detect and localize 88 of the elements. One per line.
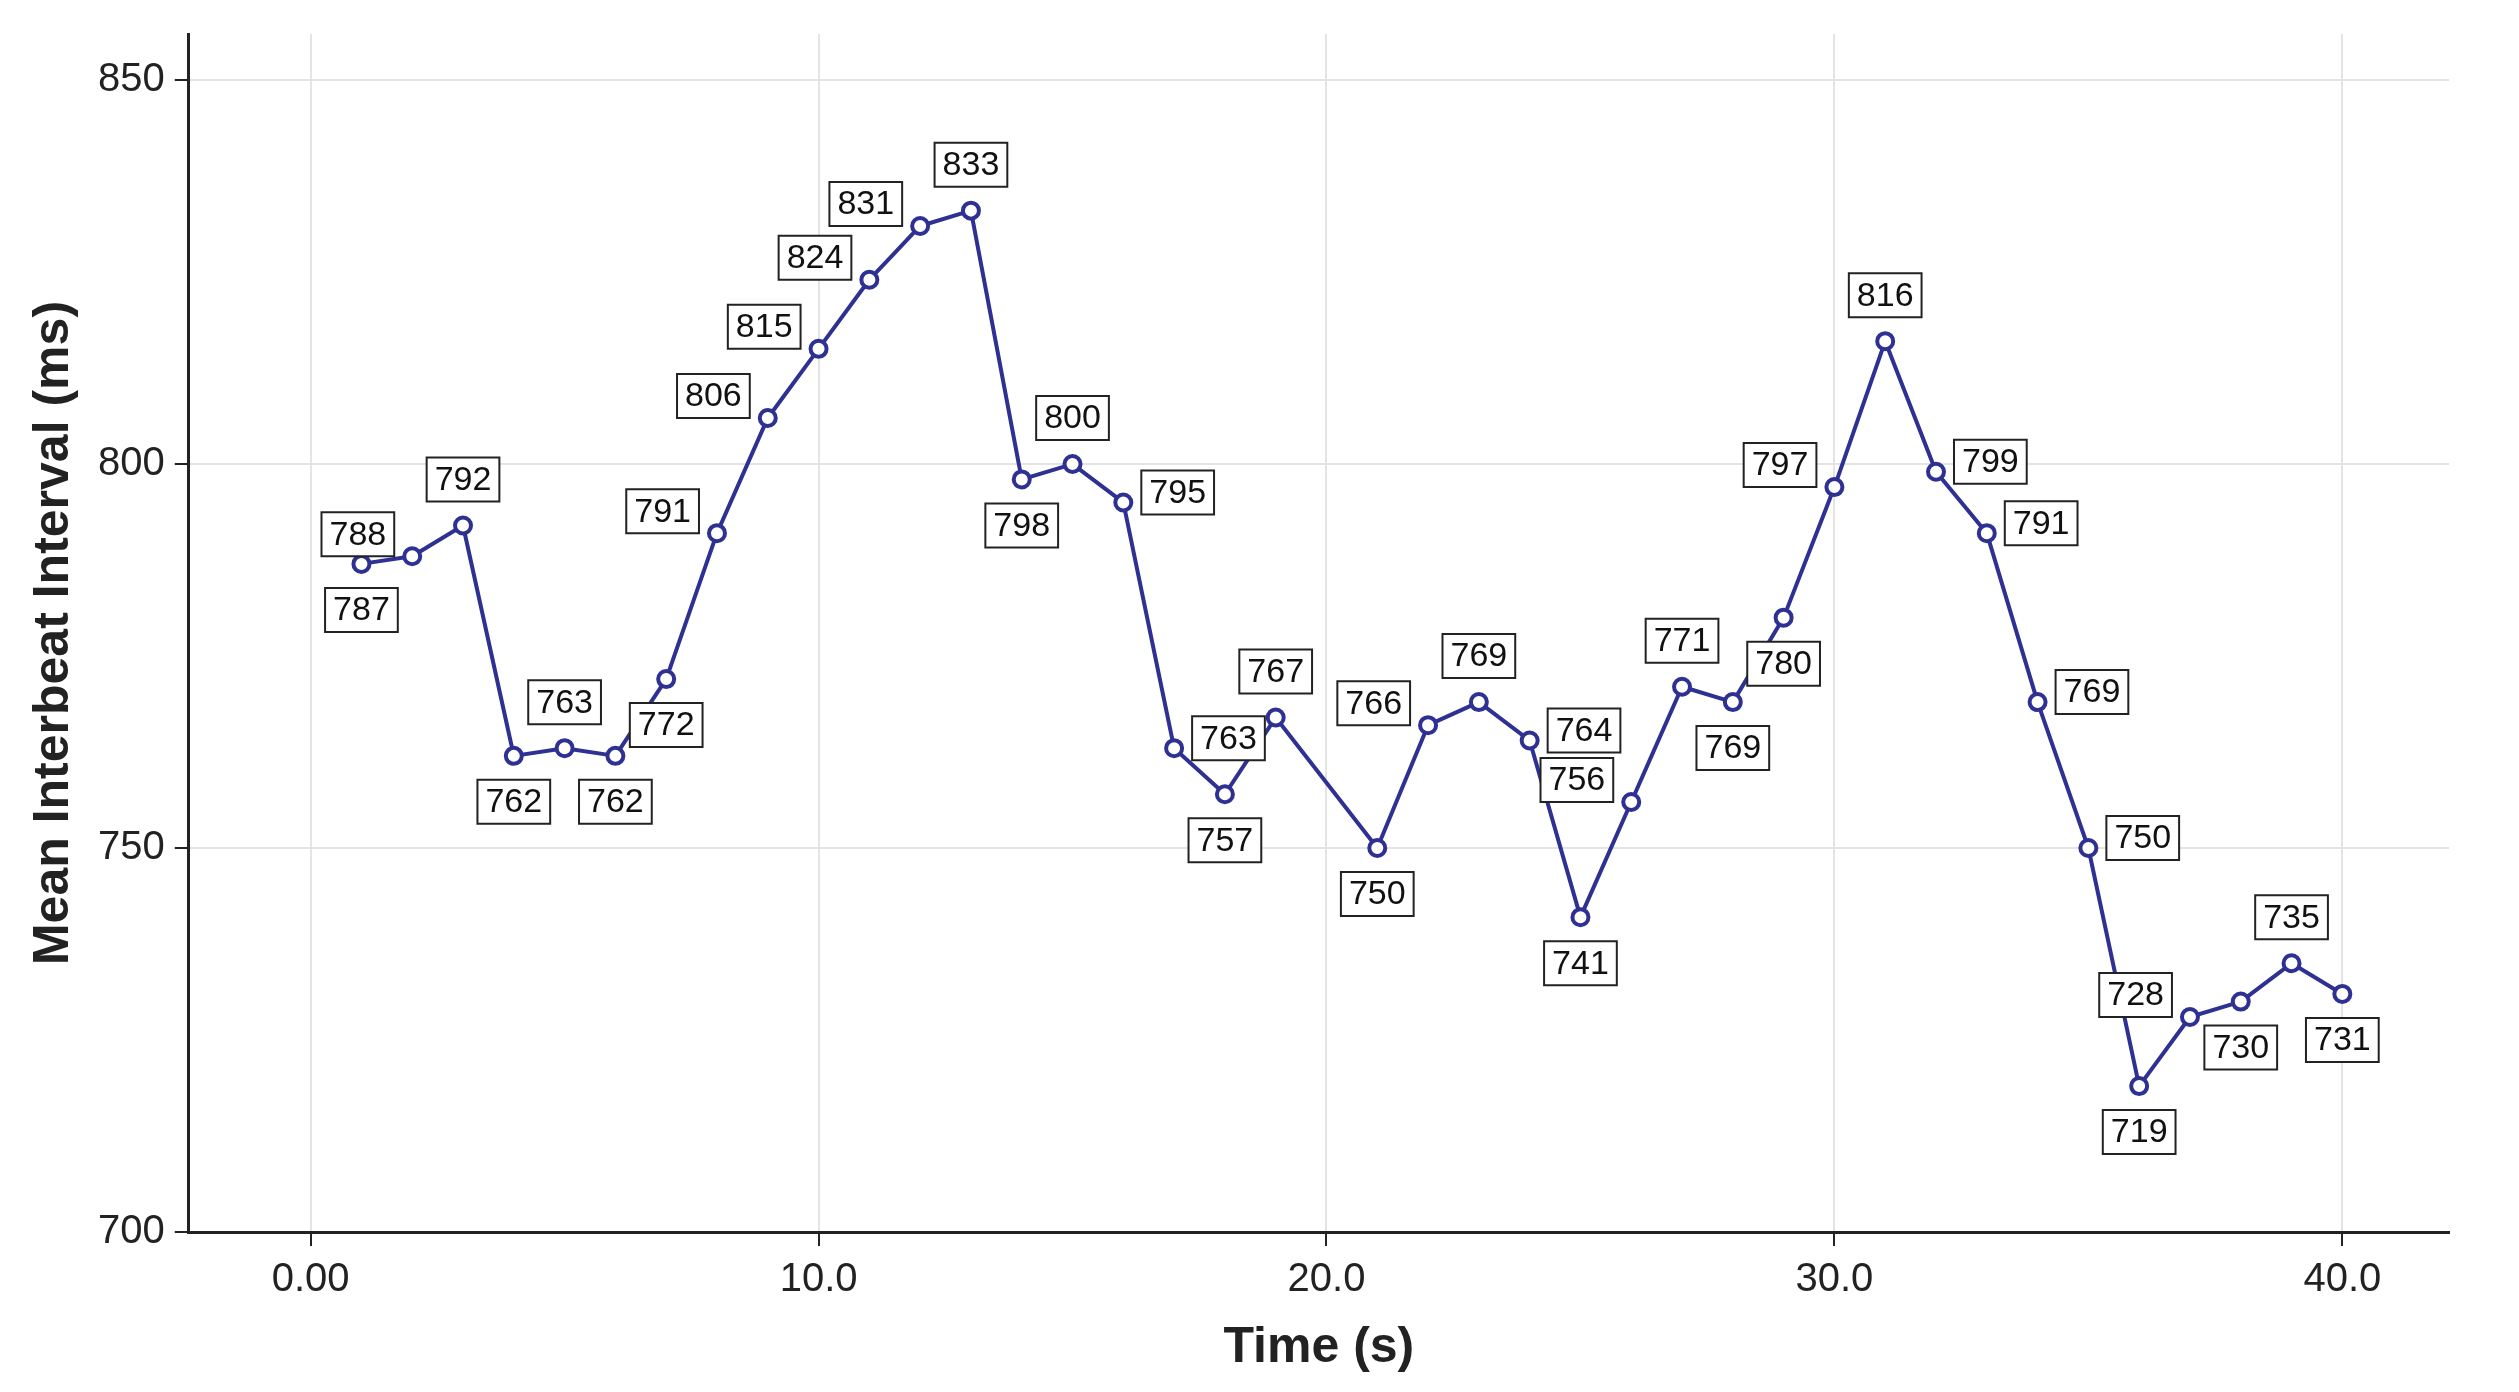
data-label: 792	[434, 458, 492, 497]
point	[1113, 492, 1134, 513]
x-tick-label: 30.0	[1795, 1255, 1874, 1300]
data-label: 764	[1555, 709, 1613, 748]
x-axis-title: Time (s)	[1223, 1316, 1415, 1373]
data-label: 763	[536, 681, 593, 720]
point	[1824, 477, 1845, 498]
point	[706, 523, 727, 544]
y-tick-label: 800	[97, 439, 165, 484]
data-label: 816	[1856, 274, 1914, 313]
point	[1519, 730, 1540, 751]
data-label: 762	[587, 781, 644, 820]
data-label: 762	[485, 781, 543, 820]
data-label: 831	[837, 183, 895, 222]
data-label: 731	[2313, 1019, 2371, 1058]
point	[2230, 991, 2251, 1012]
point	[1265, 707, 1286, 728]
point	[1976, 523, 1997, 544]
point	[1164, 738, 1185, 759]
data-label: 787	[333, 589, 390, 628]
point	[1722, 692, 1743, 713]
data-label: 728	[2107, 974, 2164, 1013]
data-label: 771	[1653, 620, 1711, 659]
point	[910, 215, 931, 236]
data-label: 735	[2263, 896, 2320, 935]
x-tick-label: 40.0	[2303, 1255, 2382, 1300]
point	[402, 546, 423, 567]
point	[1468, 692, 1489, 713]
data-label: 799	[1961, 441, 2019, 480]
point	[554, 738, 575, 759]
data-label: 769	[1704, 727, 1762, 766]
point	[605, 745, 626, 766]
data-label: 741	[1552, 942, 1609, 981]
data-label: 780	[1755, 643, 1812, 682]
data-label: 815	[735, 306, 793, 345]
point	[1926, 461, 1946, 482]
data-label: 750	[1348, 873, 1406, 912]
point	[656, 669, 677, 690]
data-label: 791	[2012, 502, 2070, 541]
point	[1062, 454, 1083, 475]
point	[960, 200, 981, 221]
data-label: 806	[685, 375, 742, 414]
point	[1418, 715, 1439, 736]
data-label: 757	[1196, 819, 1254, 858]
point	[2332, 983, 2353, 1004]
point	[2281, 953, 2302, 974]
data-label: 719	[2110, 1111, 2168, 1150]
data-label: 824	[786, 237, 844, 276]
data-label: 769	[1450, 635, 1508, 674]
point	[2027, 692, 2048, 713]
data-label: 766	[1345, 682, 1403, 721]
data-label: 798	[993, 504, 1051, 543]
point	[453, 515, 474, 536]
point	[1011, 469, 1032, 490]
data-label: 797	[1751, 444, 1809, 483]
data-label: 730	[2212, 1026, 2270, 1065]
point	[2179, 1006, 2200, 1027]
data-label: 795	[1149, 471, 1207, 510]
data-label: 767	[1247, 650, 1305, 689]
point	[1214, 784, 1235, 805]
x-tick-label: 0.00	[271, 1255, 350, 1300]
point	[1773, 607, 1794, 628]
data-label: 788	[329, 513, 387, 552]
y-axis-title: Mean Interbeat Interval (ms)	[22, 300, 79, 966]
point	[1367, 838, 1388, 859]
y-tick-label: 850	[97, 55, 165, 100]
point	[503, 745, 524, 766]
point	[1672, 676, 1693, 697]
data-label: 763	[1200, 717, 1257, 756]
point	[2078, 838, 2099, 859]
y-tick-label: 750	[97, 823, 165, 868]
point	[757, 407, 778, 428]
x-tick-label: 20.0	[1287, 1255, 1366, 1300]
point	[1570, 907, 1591, 928]
data-label: 833	[942, 144, 1000, 182]
data-label: 750	[2114, 817, 2172, 856]
y-tick-label: 700	[97, 1207, 165, 1252]
point	[859, 269, 880, 290]
point	[2129, 1076, 2150, 1097]
point	[1875, 331, 1896, 352]
x-tick-label: 10.0	[779, 1255, 858, 1300]
data-label: 772	[637, 704, 695, 743]
data-label: 791	[634, 490, 691, 529]
data-label: 769	[2063, 671, 2121, 710]
data-label: 800	[1044, 397, 1101, 436]
point	[808, 338, 829, 359]
data-label: 756	[1548, 759, 1606, 798]
point	[1621, 791, 1642, 812]
